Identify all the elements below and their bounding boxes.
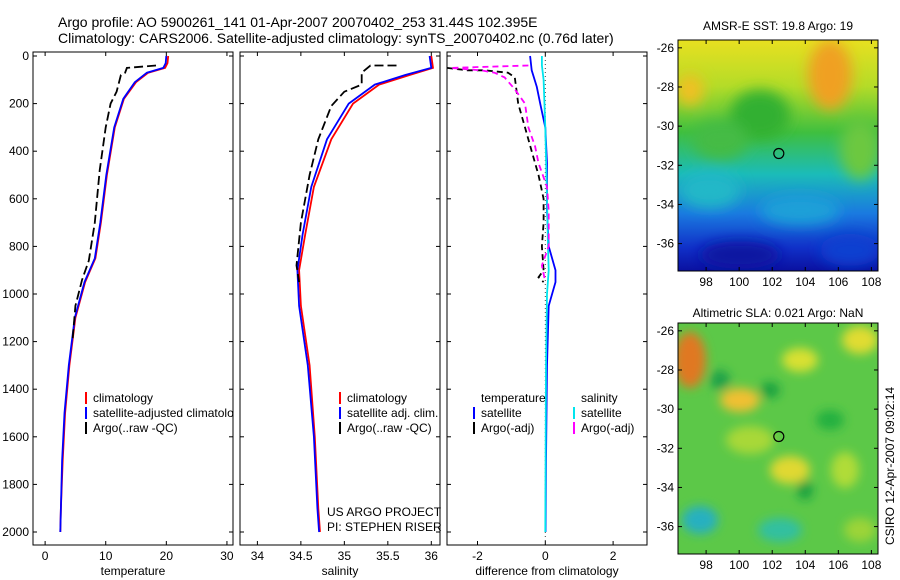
y-tick-label: 800 bbox=[9, 239, 29, 253]
map-y-tick-label: -34 bbox=[657, 480, 675, 494]
legend-temp-argo-label: Argo(-adj) bbox=[481, 421, 534, 435]
map-x-tick-label: 100 bbox=[729, 558, 749, 572]
series-salinity-argo bbox=[450, 64, 550, 283]
map-y-tick-label: -36 bbox=[657, 237, 675, 251]
y-tick-label: 1000 bbox=[2, 287, 29, 301]
credit-pi: PI: STEPHEN RISER bbox=[327, 520, 442, 534]
legend-temp-satellite-label: satellite bbox=[481, 406, 522, 420]
y-tick-label: 1400 bbox=[2, 382, 29, 396]
map-x-tick-label: 98 bbox=[699, 275, 713, 289]
x-tick-label: 34.5 bbox=[289, 549, 313, 563]
series-climatology bbox=[298, 55, 435, 533]
x-tick-label: 20 bbox=[160, 549, 174, 563]
y-tick-label: 400 bbox=[9, 144, 29, 158]
map-x-tick-label: 106 bbox=[828, 558, 848, 572]
temperature-panel: 0 10 20 30 temperature 0 200 400 600 800 1000 1200 1… bbox=[2, 49, 234, 578]
map-y-tick-label: -26 bbox=[657, 41, 675, 55]
map-y-tick-label: -34 bbox=[657, 197, 675, 211]
legend-argo-label: Argo(..raw -QC) bbox=[93, 421, 178, 435]
map-x-tick-label: 106 bbox=[828, 275, 848, 289]
sla-argo-location-marker bbox=[773, 430, 785, 443]
series-temperature-satellite bbox=[529, 55, 557, 533]
x-tick-label: 35.5 bbox=[376, 549, 400, 563]
map-y-tick-label: -32 bbox=[657, 441, 675, 455]
x-tick-label: 0 bbox=[542, 549, 549, 563]
map-y-tick-label: -30 bbox=[657, 119, 675, 133]
map-y-tick-label: -28 bbox=[657, 363, 675, 377]
x-tick-label: 30 bbox=[220, 549, 234, 563]
y-tick-label: 600 bbox=[9, 192, 29, 206]
x-tick-label: 0 bbox=[42, 549, 49, 563]
x-tick-label: 35 bbox=[338, 549, 352, 563]
salinity-panel: 34 34.5 35 35.5 36 salinity bbox=[239, 51, 441, 578]
map-y-tick-label: -26 bbox=[657, 324, 675, 338]
timestamp: CSIRO 12-Apr-2007 09:02:14 bbox=[883, 387, 897, 545]
difference-x-axis-label: difference from climatology bbox=[475, 564, 618, 578]
map-x-tick-label: 108 bbox=[861, 275, 881, 289]
salinity-legend: climatology satellite adj. clim. Argo(..… bbox=[327, 391, 442, 534]
y-tick-label: 1600 bbox=[2, 430, 29, 444]
temperature-legend: climatology satellite-adjusted climatolo… bbox=[85, 391, 234, 435]
map-x-tick-label: 102 bbox=[762, 275, 782, 289]
legend-sal-satellite-label: satellite bbox=[581, 406, 622, 420]
legend-satellite-label: satellite-adjusted climatolo bbox=[93, 406, 234, 420]
legend-sal-argo-label: Argo(-adj) bbox=[581, 421, 634, 435]
x-tick-label: 2 bbox=[610, 549, 617, 563]
sla-map-image bbox=[678, 323, 878, 554]
salinity-x-axis-label: salinity bbox=[322, 564, 359, 578]
x-tick-label: 34 bbox=[251, 549, 265, 563]
y-tick-label: 1800 bbox=[2, 477, 29, 491]
x-tick-label: -2 bbox=[472, 549, 483, 563]
y-tick-label: 200 bbox=[9, 97, 29, 111]
series-temperature-argo bbox=[446, 67, 545, 283]
map-y-tick-label: -32 bbox=[657, 158, 675, 172]
map-x-tick-label: 98 bbox=[699, 558, 713, 572]
sla-map-axes: 98 100 102 104 106 108 -26 -28 -30 -32 -34 -36 bbox=[657, 323, 882, 572]
temperature-plot-frame bbox=[32, 51, 234, 546]
map-x-tick-label: 104 bbox=[795, 558, 815, 572]
map-x-tick-label: 100 bbox=[729, 275, 749, 289]
legend-satellite-label: satellite adj. clim. bbox=[347, 406, 438, 420]
series-satellite-adj-clim- bbox=[296, 55, 433, 533]
legend-climatology-label: climatology bbox=[347, 391, 407, 405]
difference-plot-frame bbox=[446, 51, 648, 546]
map-y-tick-label: -30 bbox=[657, 402, 675, 416]
sst-map-axes: 98 100 102 104 106 108 -26 -28 -30 -32 -34 -36 bbox=[657, 40, 882, 289]
series-argo bbox=[71, 64, 157, 342]
title-line-1: Argo profile: AO 5900261_141 01-Apr-2007… bbox=[58, 14, 538, 30]
legend-climatology-label: climatology bbox=[93, 391, 153, 405]
temperature-x-axis-label: temperature bbox=[101, 564, 166, 578]
sst-map-image bbox=[678, 40, 878, 271]
map-x-tick-label: 102 bbox=[762, 558, 782, 572]
sst-argo-location-marker bbox=[773, 147, 785, 160]
map-x-tick-label: 104 bbox=[795, 275, 815, 289]
x-tick-label: 10 bbox=[99, 549, 113, 563]
legend-temperature-heading: temperature bbox=[481, 391, 546, 405]
series-argo bbox=[295, 64, 397, 283]
title-line-2: Climatology: CARS2006. Satellite-adjuste… bbox=[58, 30, 614, 46]
sla-map-title: Altimetric SLA: 0.021 Argo: NaN bbox=[693, 306, 864, 320]
y-tick-label: 0 bbox=[22, 49, 29, 63]
y-tick-label: 1200 bbox=[2, 335, 29, 349]
difference-legend: temperature satellite Argo(-adj) salinit… bbox=[473, 391, 634, 435]
credit-project: US ARGO PROJECT bbox=[327, 505, 442, 519]
sst-map-title: AMSR-E SST: 19.8 Argo: 19 bbox=[703, 19, 853, 33]
series-satellite-adjusted-climatology bbox=[59, 55, 168, 533]
x-tick-label: 36 bbox=[425, 549, 439, 563]
map-y-tick-label: -36 bbox=[657, 520, 675, 534]
map-x-tick-label: 108 bbox=[861, 558, 881, 572]
series-salinity-satellite bbox=[541, 56, 550, 533]
legend-salinity-heading: salinity bbox=[581, 391, 618, 405]
salinity-plot-frame bbox=[239, 51, 441, 546]
legend-argo-label: Argo(..raw -QC) bbox=[347, 421, 432, 435]
y-tick-label: 2000 bbox=[2, 525, 29, 539]
map-y-tick-label: -28 bbox=[657, 80, 675, 94]
